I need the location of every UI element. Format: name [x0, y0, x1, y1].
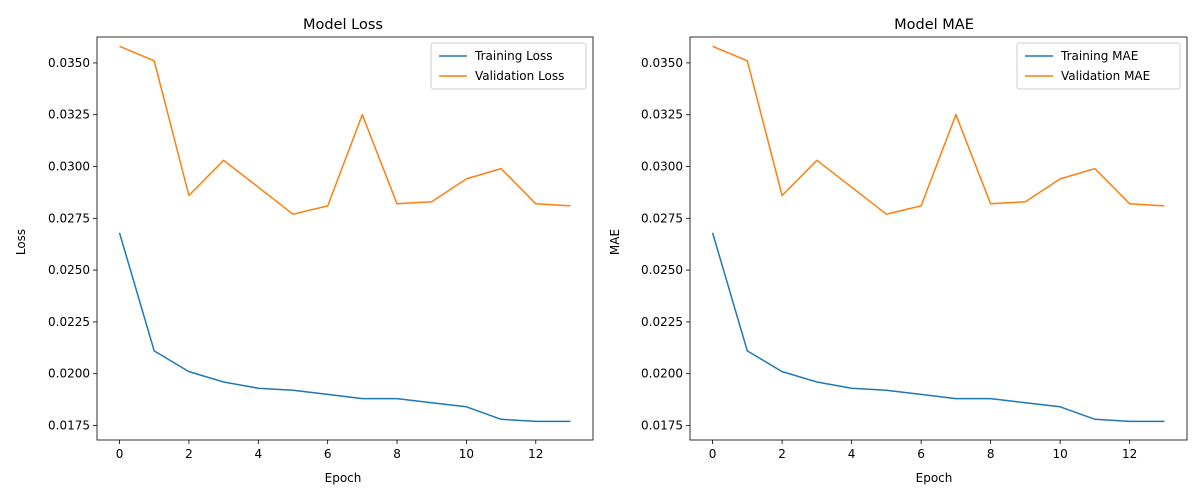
mae-y-tick-label: 0.0250 [641, 263, 683, 277]
mae-legend: Training MAE Validation MAE [1016, 42, 1181, 90]
mae-legend-label: Training MAE [1060, 49, 1138, 63]
mae-y-tick-label: 0.0325 [641, 108, 683, 122]
loss-x-tick-label: 4 [254, 447, 262, 461]
loss-x-axis-label: Epoch [325, 471, 362, 485]
mae-x-tick-label: 6 [917, 447, 925, 461]
loss-legend-box [430, 42, 587, 90]
loss-y-tick-label: 0.0300 [48, 159, 90, 173]
mae-legend-label: Validation MAE [1061, 69, 1150, 83]
mae-chart: Model MAE Epoch MAE 0 2 4 6 8 10 12 0.0175 0.020… [608, 17, 1188, 485]
mae-series-line-training [711, 232, 1165, 423]
mae-legend-box [1016, 42, 1181, 90]
loss-x-tick-label: 6 [324, 447, 332, 461]
loss-y-tick-label: 0.0350 [48, 56, 90, 70]
mae-y-tick-label: 0.0175 [641, 418, 683, 432]
loss-x-tick-label: 0 [116, 447, 124, 461]
loss-legend-label: Training Loss [474, 49, 552, 63]
loss-x-tick-label: 10 [459, 447, 474, 461]
mae-x-tick-label: 8 [987, 447, 995, 461]
loss-chart-title: Model Loss [303, 17, 383, 33]
loss-y-tick-label: 0.0225 [48, 315, 90, 329]
mae-x-tick-label: 0 [709, 447, 717, 461]
mae-y-tick-label: 0.0275 [641, 211, 683, 225]
mae-plot-frame [689, 36, 1188, 441]
loss-legend-label: Validation Loss [475, 69, 564, 83]
mae-chart-title: Model MAE [894, 17, 974, 33]
loss-y-tick-label: 0.0275 [48, 211, 90, 225]
loss-series-line-validation [119, 45, 571, 215]
loss-y-axis-label: Loss [14, 229, 28, 255]
mae-x-axis-label: Epoch [916, 471, 953, 485]
loss-x-tick-label: 8 [393, 447, 401, 461]
mae-y-tick-label: 0.0350 [641, 56, 683, 70]
mae-x-tick-label: 12 [1122, 447, 1137, 461]
loss-y-tick-label: 0.0175 [48, 418, 90, 432]
mae-x-tick-label: 2 [778, 447, 786, 461]
loss-series-line-training [118, 232, 571, 423]
loss-x-tick-label: 12 [528, 447, 543, 461]
mae-x-tick-label: 4 [848, 447, 856, 461]
mae-y-axis-label: MAE [608, 229, 622, 255]
loss-y-tick-label: 0.0250 [48, 263, 90, 277]
loss-legend: Training Loss Validation Loss [430, 42, 587, 90]
mae-y-tick-label: 0.0200 [641, 367, 683, 381]
mae-series-line-validation [712, 45, 1165, 215]
mae-y-tick-label: 0.0225 [641, 315, 683, 329]
loss-chart: Model Loss Epoch Loss 0 2 4 6 8 10 12 0.0175 0.0… [14, 17, 594, 485]
loss-y-tick-label: 0.0200 [48, 367, 90, 381]
loss-plot-frame [96, 36, 594, 441]
loss-y-tick-label: 0.0325 [48, 108, 90, 122]
mae-y-tick-label: 0.0300 [641, 159, 683, 173]
mae-x-tick-label: 10 [1053, 447, 1068, 461]
loss-x-tick-label: 2 [185, 447, 193, 461]
